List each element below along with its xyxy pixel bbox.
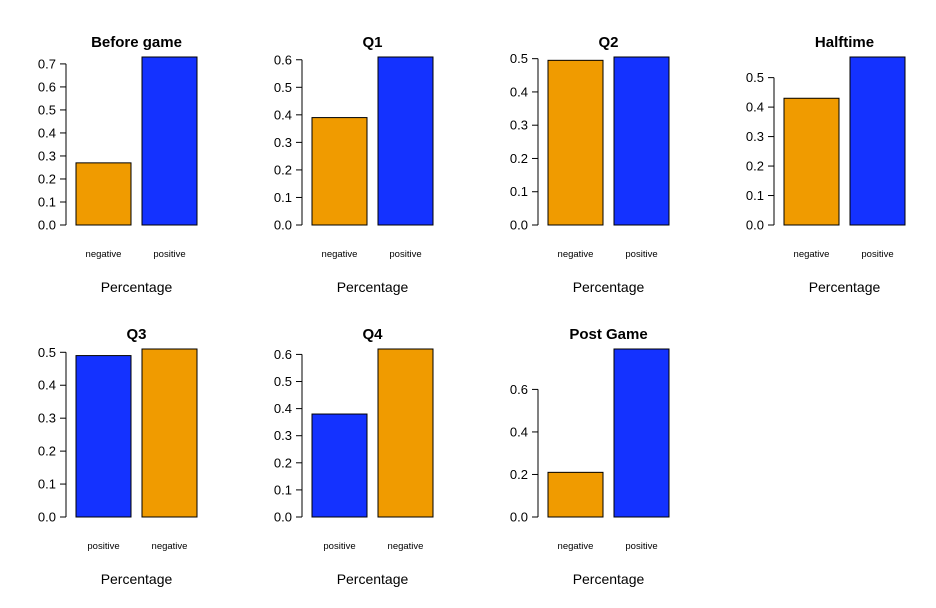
y-tick-label: 0.3 [38, 411, 56, 426]
y-tick-label: 0.5 [274, 80, 292, 95]
y-tick-label: 0.6 [274, 347, 292, 362]
y-tick-label: 0.6 [38, 79, 56, 94]
y-tick-label: 0.7 [38, 56, 56, 71]
y-tick-label: 0.2 [274, 455, 292, 470]
y-tick-label: 0.5 [38, 102, 56, 117]
chart-panel-2: Q1 negative positive 0.0 0.1 0.2 0.3 0.4 0.5 0.6 P… [274, 34, 434, 295]
y-tick-label: 0.2 [510, 151, 528, 166]
x-tick-label: negative [794, 249, 830, 260]
y-tick-label: 0.0 [510, 510, 528, 525]
x-tick-label: negative [558, 541, 594, 552]
bar-negative [141, 348, 198, 518]
chart-title: Q4 [362, 326, 383, 343]
y-tick-label: 0.1 [38, 194, 56, 209]
chart-title: Q1 [362, 34, 382, 51]
y-tick-label: 0.3 [510, 118, 528, 133]
y-tick-label: 0.0 [274, 510, 292, 525]
chart-title: Post Game [569, 326, 647, 343]
y-tick-label: 0.2 [38, 444, 56, 459]
y-tick-label: 0.6 [274, 52, 292, 67]
chart-panel-7: Post Game negative positive 0.0 0.2 0.4 0.6 Per… [510, 326, 670, 587]
y-tick-label: 0.1 [746, 188, 764, 203]
y-tick-label: 0.3 [38, 148, 56, 163]
y-tick-label: 0.2 [510, 467, 528, 482]
bar-negative [547, 59, 604, 226]
x-axis-label: Percentage [573, 571, 645, 587]
chart-panel-4: Halftime negative positive 0.0 0.1 0.2 0.3 0.4 0… [746, 34, 906, 295]
y-tick-label: 0.5 [746, 70, 764, 85]
bar-positive [311, 413, 368, 518]
chart-panel-5: Q3 positive negative 0.0 0.1 0.2 0.3 0.4 0.5 Perc… [38, 326, 198, 587]
y-tick-label: 0.0 [38, 218, 56, 233]
chart-title: Before game [91, 34, 182, 51]
x-axis-label: Percentage [573, 279, 645, 295]
y-tick-label: 0.5 [38, 345, 56, 360]
x-tick-label: negative [388, 541, 424, 552]
x-axis-label: Percentage [101, 571, 173, 587]
chart-panel-1: Before game negative positive 0.0 0.1 0.2 0.3 0… [38, 34, 198, 295]
chart-title: Halftime [815, 34, 874, 51]
bar-positive [75, 355, 132, 518]
x-axis-label: Percentage [809, 279, 881, 295]
y-tick-label: 0.1 [38, 477, 56, 492]
x-axis-label: Percentage [337, 279, 409, 295]
y-tick-label: 0.1 [274, 482, 292, 497]
x-axis-label: Percentage [101, 279, 173, 295]
bar-positive [377, 56, 434, 226]
y-tick-label: 0.4 [746, 100, 764, 115]
y-tick-label: 0.0 [38, 510, 56, 525]
bar-positive [613, 348, 670, 518]
bar-negative [311, 117, 368, 226]
x-tick-label: positive [389, 249, 421, 260]
y-tick-label: 0.4 [38, 378, 56, 393]
x-tick-label: positive [625, 249, 657, 260]
y-tick-label: 0.2 [746, 159, 764, 174]
y-tick-label: 0.4 [38, 125, 56, 140]
y-tick-label: 0.3 [274, 428, 292, 443]
y-tick-label: 0.6 [510, 382, 528, 397]
x-tick-label: negative [322, 249, 358, 260]
bar-positive [613, 56, 670, 226]
y-tick-label: 0.0 [510, 218, 528, 233]
x-tick-label: negative [86, 249, 122, 260]
y-tick-label: 0.0 [746, 218, 764, 233]
x-tick-label: positive [861, 249, 893, 260]
x-tick-label: negative [152, 541, 188, 552]
y-tick-label: 0.3 [274, 135, 292, 150]
y-tick-label: 0.2 [38, 171, 56, 186]
x-tick-label: positive [87, 541, 119, 552]
bar-negative [75, 162, 132, 226]
y-tick-label: 0.1 [274, 190, 292, 205]
bar-negative [547, 471, 604, 518]
y-tick-label: 0.4 [510, 84, 528, 99]
bar-negative [783, 97, 840, 226]
chart-title: Q2 [598, 34, 618, 51]
y-tick-label: 0.0 [274, 218, 292, 233]
y-tick-label: 0.2 [274, 162, 292, 177]
chart-panel-3: Q2 negative positive 0.0 0.1 0.2 0.3 0.4 0.5 Perc… [510, 34, 670, 295]
x-tick-label: negative [558, 249, 594, 260]
chart-title: Q3 [126, 326, 146, 343]
y-tick-label: 0.1 [510, 184, 528, 199]
y-tick-label: 0.5 [510, 51, 528, 66]
y-tick-label: 0.3 [746, 129, 764, 144]
x-axis-label: Percentage [337, 571, 409, 587]
x-tick-label: positive [153, 249, 185, 260]
x-tick-label: positive [625, 541, 657, 552]
y-tick-label: 0.5 [274, 374, 292, 389]
bar-negative [377, 348, 434, 518]
y-tick-label: 0.4 [510, 424, 528, 439]
bar-positive [141, 56, 198, 226]
x-tick-label: positive [323, 541, 355, 552]
chart-panel-6: Q4 positive negative 0.0 0.1 0.2 0.3 0.4 0.5 0.6 P… [274, 326, 434, 587]
bar-positive [849, 56, 906, 226]
y-tick-label: 0.4 [274, 107, 292, 122]
y-tick-label: 0.4 [274, 401, 292, 416]
